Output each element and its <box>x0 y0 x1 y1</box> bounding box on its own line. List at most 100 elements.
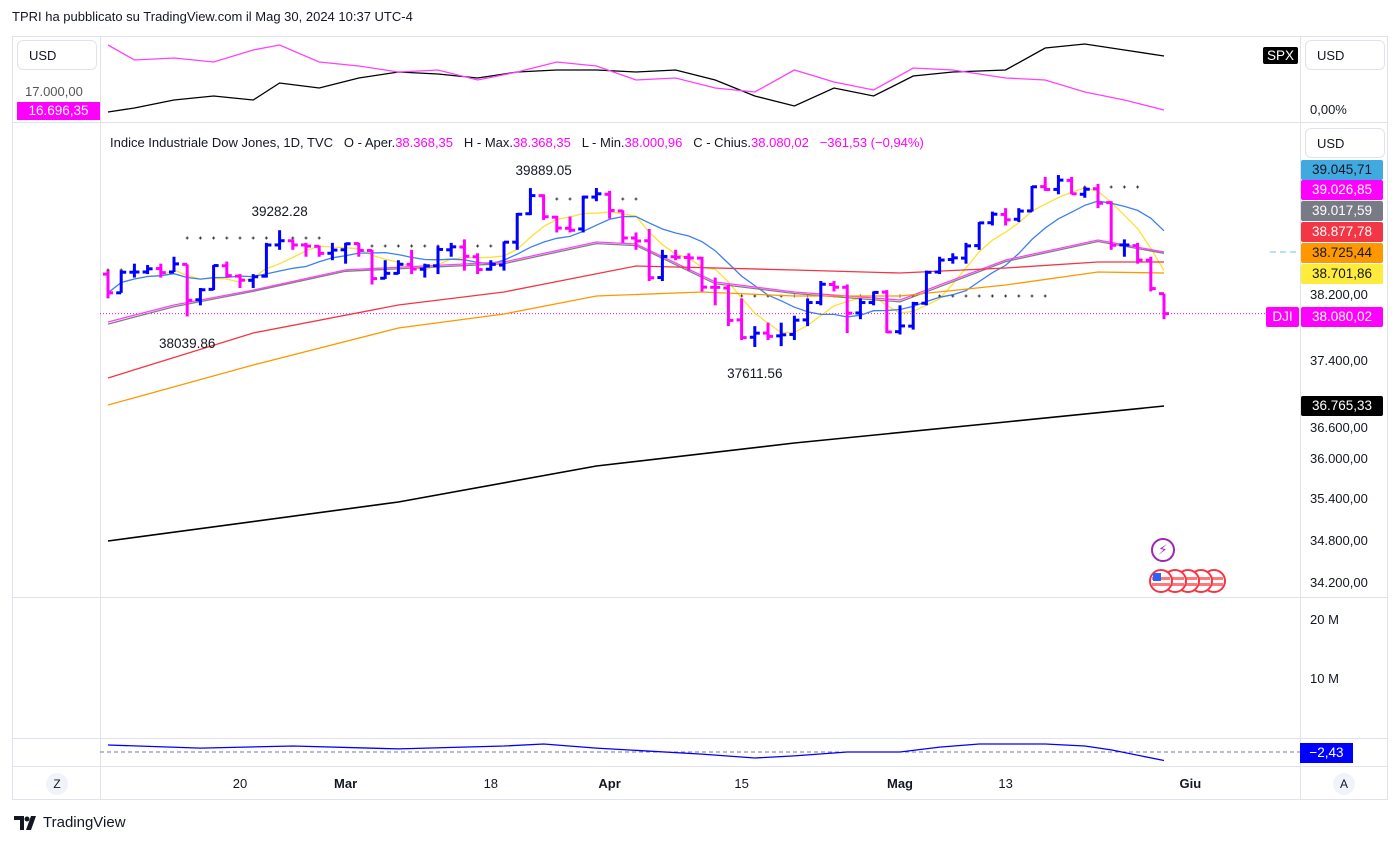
ohlc-bar[interactable] <box>301 242 311 257</box>
ohlc-bar[interactable] <box>631 232 641 250</box>
ohlc-bar[interactable] <box>261 242 272 278</box>
ohlc-bar[interactable] <box>538 194 549 220</box>
economic-events-flags[interactable] <box>1148 568 1228 599</box>
ohlc-bar[interactable] <box>221 261 232 278</box>
ohlc-bar[interactable] <box>419 263 430 278</box>
auto-scale-button[interactable]: A <box>1333 773 1355 795</box>
ohlc-bar[interactable] <box>208 264 219 291</box>
ohlc-bar[interactable] <box>525 188 536 216</box>
ohlc-bar[interactable] <box>657 249 668 282</box>
ohlc-bar[interactable] <box>789 315 800 341</box>
ohlc-bar[interactable] <box>393 260 404 275</box>
ohlc-bar[interactable] <box>881 290 892 334</box>
ohlc-bar[interactable] <box>116 270 127 295</box>
pane-divider[interactable] <box>12 122 1388 123</box>
ohlc-bar[interactable] <box>169 256 179 274</box>
ohlc-bar[interactable] <box>235 274 245 288</box>
compare-currency-button[interactable]: USD <box>1305 40 1385 70</box>
symbol-name[interactable]: Indice Industriale Dow Jones, 1D, TVC <box>110 135 334 150</box>
ohlc-bar[interactable] <box>485 260 496 271</box>
ohlc-bar[interactable] <box>380 260 391 280</box>
ohlc-bar[interactable] <box>578 195 589 233</box>
ohlc-bar[interactable] <box>604 190 615 219</box>
ohlc-bar[interactable] <box>1159 292 1169 320</box>
ohlc-bar[interactable] <box>895 305 905 335</box>
ohlc-bar[interactable] <box>1040 176 1051 191</box>
ohlc-bar[interactable] <box>551 215 562 233</box>
ohlc-bar[interactable] <box>829 281 839 292</box>
ohlc-bar[interactable] <box>512 212 523 250</box>
ohlc-bar[interactable] <box>749 326 760 347</box>
ohlc-bar[interactable] <box>908 301 919 330</box>
ohlc-bar[interactable] <box>1106 201 1117 250</box>
ohlc-bar[interactable] <box>644 228 655 282</box>
ohlc-bar[interactable] <box>868 290 879 306</box>
ohlc-bar[interactable] <box>459 239 470 271</box>
ohlc-bar[interactable] <box>763 322 773 341</box>
ohlc-bar[interactable] <box>1145 256 1156 292</box>
ohlc-bar[interactable] <box>327 242 338 261</box>
ohlc-bar[interactable] <box>1000 208 1011 226</box>
ohlc-bar[interactable] <box>974 221 985 250</box>
ohlc-bar[interactable] <box>947 253 958 264</box>
ohlc-bar[interactable] <box>1079 187 1090 198</box>
ohlc-bar[interactable] <box>736 298 747 341</box>
ohlc-bar[interactable] <box>367 248 377 285</box>
ohlc-bar[interactable] <box>723 284 734 327</box>
ohlc-bar[interactable] <box>921 270 932 306</box>
ohlc-bar[interactable] <box>499 240 509 271</box>
zoom-reset-button[interactable]: Z <box>46 773 68 795</box>
ohlc-bar[interactable] <box>1053 175 1064 195</box>
ohlc-bar[interactable] <box>1066 176 1077 196</box>
ohlc-bar[interactable] <box>142 265 153 275</box>
ohlc-bar[interactable] <box>472 253 483 275</box>
ohlc-bar[interactable] <box>697 256 707 292</box>
ohlc-bar[interactable] <box>617 209 628 243</box>
ohlc-bar[interactable] <box>129 263 140 278</box>
ma-red-line <box>107 261 1164 379</box>
ohlc-bar[interactable] <box>314 244 325 257</box>
ohlc-bar[interactable] <box>1013 208 1024 223</box>
ohlc-bar[interactable] <box>934 256 945 275</box>
ohlc-bar[interactable] <box>274 230 285 250</box>
pane-divider[interactable] <box>12 738 1388 739</box>
level-dot <box>317 236 321 240</box>
ohlc-bar[interactable] <box>248 274 259 288</box>
level-dot <box>977 294 981 298</box>
ohlc-bar[interactable] <box>683 253 694 271</box>
ohlc-bar[interactable] <box>565 216 575 233</box>
ohlc-bar[interactable] <box>776 322 787 347</box>
ohlc-bar[interactable] <box>1093 183 1103 209</box>
pane-divider[interactable] <box>12 597 1388 598</box>
tradingview-footer[interactable]: TradingView <box>14 814 126 831</box>
ohlc-bar[interactable] <box>195 287 206 306</box>
ohlc-bar[interactable] <box>591 188 602 202</box>
chart-frame <box>12 36 1388 800</box>
ohlc-bar[interactable] <box>815 281 826 306</box>
ohlc-bar[interactable] <box>1027 185 1037 213</box>
price-currency-button[interactable]: USD <box>1305 128 1385 158</box>
left-currency-button[interactable]: USD <box>17 40 97 70</box>
ohlc-bar[interactable] <box>182 262 193 317</box>
ohlc-bar[interactable] <box>855 298 866 320</box>
ohlc-bar[interactable] <box>961 242 971 264</box>
ohlc-bar[interactable] <box>842 284 853 334</box>
ohlc-bar[interactable] <box>103 270 113 299</box>
ohlc-bar[interactable] <box>710 277 721 306</box>
ohlc-bar[interactable] <box>340 242 351 264</box>
ohlc-bar[interactable] <box>433 246 443 275</box>
dji-symbol-badge: DJI <box>1266 307 1299 327</box>
level-dot <box>264 236 268 240</box>
ohlc-bar[interactable] <box>802 298 813 327</box>
ohlc-bar[interactable] <box>1119 239 1130 257</box>
ohlc-bar[interactable] <box>353 242 364 257</box>
ohlc-bar[interactable] <box>1132 242 1143 264</box>
ohlc-bar[interactable] <box>987 211 998 226</box>
ohlc-bar[interactable] <box>406 249 417 275</box>
lightning-event-icon[interactable]: ⚡ <box>1151 538 1175 562</box>
ohlc-bar[interactable] <box>287 239 298 250</box>
ohlc-bar[interactable] <box>670 249 681 261</box>
ohlc-bar[interactable] <box>446 242 457 257</box>
ohlc-bar[interactable] <box>155 263 166 278</box>
